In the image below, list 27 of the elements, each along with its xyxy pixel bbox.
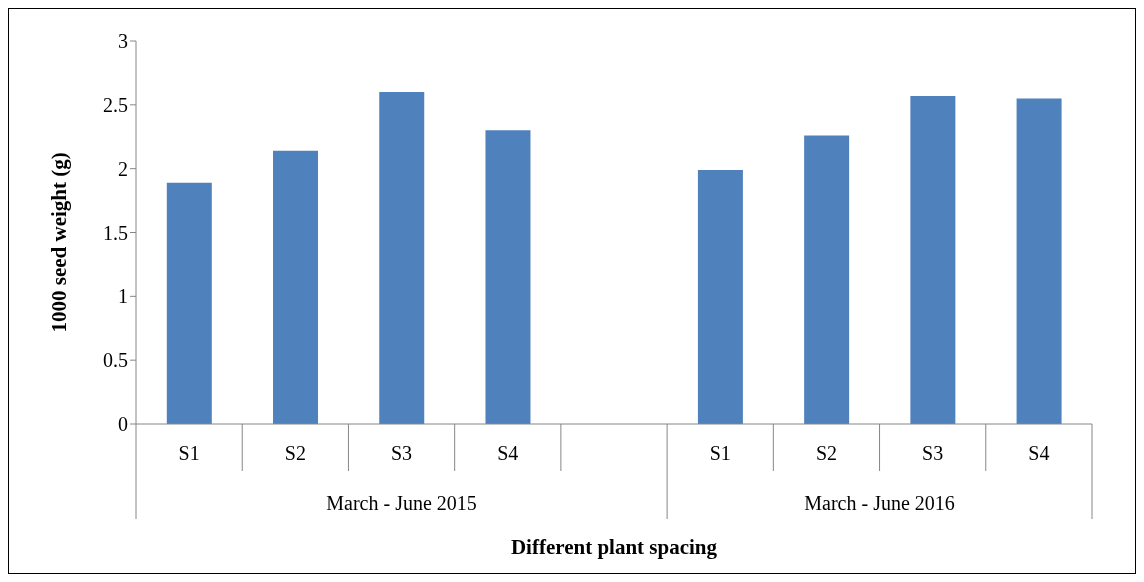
bar [273,150,319,424]
bar [1016,98,1062,424]
y-tick-label: 1.5 [103,221,128,244]
y-tick-label: 2 [118,157,128,180]
x-tick-label: S4 [497,442,519,465]
bar [910,95,956,424]
text: March - June 2016 [804,492,955,514]
y-tick-label: 0 [118,413,128,436]
y-tick-label: 0.5 [103,349,128,372]
x-tick-label: S4 [1028,442,1050,465]
y-tick-label: 3 [118,30,128,53]
text: March - June 2015 [326,492,477,514]
y-tick-label: 1 [118,285,128,308]
x-tick-label: S3 [922,442,944,465]
x-tick-label: S3 [390,442,413,465]
bar [697,169,743,424]
x-tick-label: S2 [284,442,306,465]
bar [804,135,850,424]
y-tick-label: 2.5 [103,93,128,116]
bar [485,130,531,424]
x-tick-label: S2 [815,442,838,465]
bar [379,92,425,424]
bar [166,182,212,424]
x-axis-title: Different plant spacing [510,535,718,559]
y-axis-title: 1000 seed weight (g) [47,152,72,333]
x-tick-label: S1 [178,442,200,465]
x-tick-label: S1 [709,442,731,465]
